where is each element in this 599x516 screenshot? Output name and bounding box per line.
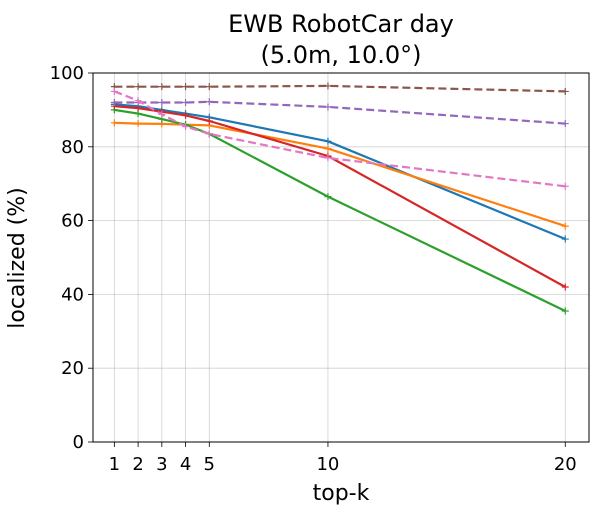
y-tick-label: 100 xyxy=(50,63,84,84)
y-tick-label: 20 xyxy=(61,358,84,379)
data-point xyxy=(205,130,213,138)
data-point xyxy=(158,99,166,107)
x-tick-label: 5 xyxy=(204,454,215,475)
y-tick-label: 0 xyxy=(73,432,84,453)
series-line-4 xyxy=(114,105,566,288)
data-point xyxy=(561,120,569,128)
y-tick-label: 60 xyxy=(61,211,84,232)
x-tick-label: 10 xyxy=(316,454,339,475)
x-tick-label: 20 xyxy=(554,454,577,475)
series-line-6 xyxy=(114,84,566,93)
data-point xyxy=(134,120,142,128)
data-point xyxy=(205,83,213,91)
plot-frame xyxy=(92,72,590,443)
data-point xyxy=(182,111,190,119)
data-point xyxy=(324,103,332,111)
data-point xyxy=(324,145,332,153)
x-tick-label: 1 xyxy=(109,454,120,475)
data-point xyxy=(561,235,569,243)
y-axis-label: localized (%) xyxy=(5,187,30,329)
data-point xyxy=(561,283,569,291)
data-point xyxy=(182,83,190,91)
data-point xyxy=(110,119,118,127)
x-tick-label: 4 xyxy=(180,454,191,475)
data-point xyxy=(182,123,190,131)
data-point xyxy=(134,97,142,105)
data-point xyxy=(561,87,569,95)
series-line-7 xyxy=(113,90,566,188)
data-point xyxy=(324,193,332,201)
data-point xyxy=(182,99,190,107)
data-point xyxy=(324,137,332,145)
grid xyxy=(93,72,589,443)
data-point xyxy=(205,117,213,125)
chart-title-line-2: (5.0m, 10.0°) xyxy=(261,41,422,69)
chart-title-line-1: EWB RobotCar day xyxy=(228,10,454,38)
data-point xyxy=(205,98,213,106)
data-point xyxy=(561,182,569,190)
data-point xyxy=(324,154,332,162)
data-point xyxy=(158,110,166,118)
data-point xyxy=(324,82,332,90)
data-point xyxy=(561,307,569,315)
data-point xyxy=(134,83,142,91)
x-axis-label: top-k xyxy=(313,481,370,506)
data-point xyxy=(110,87,118,95)
y-tick-label: 80 xyxy=(61,137,84,158)
series-group xyxy=(110,82,569,315)
x-tick-label: 3 xyxy=(156,454,167,475)
x-tick-label: 2 xyxy=(132,454,143,475)
data-point xyxy=(158,83,166,91)
axes: 1 2 3 4 5 10 20 0 20 40 60 80 100 xyxy=(50,63,590,475)
data-point xyxy=(110,99,118,107)
data-point xyxy=(561,222,569,230)
y-tick-label: 40 xyxy=(61,284,84,305)
